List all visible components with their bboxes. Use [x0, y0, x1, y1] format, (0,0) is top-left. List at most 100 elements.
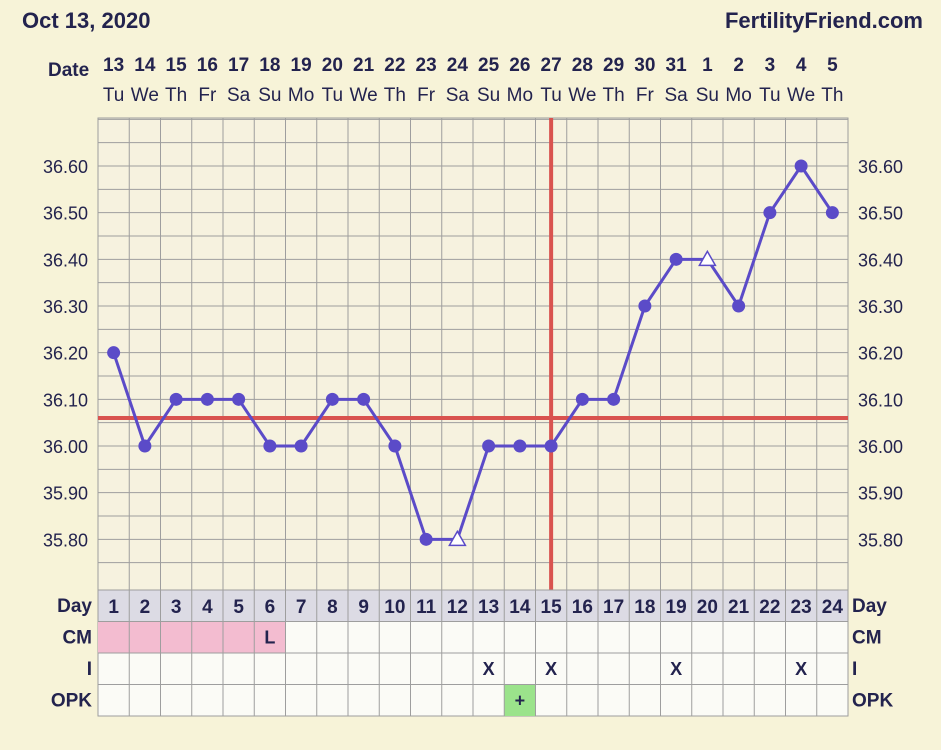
- weekday-label: Mo: [507, 85, 533, 106]
- date-label: 22: [384, 55, 405, 76]
- y-tick-label-right: 36.00: [858, 437, 903, 457]
- opk-result: +: [515, 691, 526, 711]
- date-label: 19: [291, 55, 312, 76]
- cm-entry: L: [264, 628, 275, 648]
- weekday-label: Th: [165, 85, 187, 106]
- weekday-label: Fr: [417, 85, 436, 106]
- menses-cell: [98, 621, 130, 653]
- weekday-label: Su: [477, 85, 500, 106]
- intercourse-mark: X: [795, 659, 807, 679]
- date-label: 20: [322, 55, 343, 76]
- date-label: 14: [134, 55, 156, 76]
- cm-row-label-right: CM: [852, 628, 882, 649]
- weekday-label: Sa: [227, 85, 251, 106]
- temperature-point: [513, 439, 527, 453]
- intercourse-mark: X: [483, 659, 495, 679]
- temperature-point: [544, 439, 558, 453]
- date-label: 16: [197, 55, 218, 76]
- cycle-day-number: 1: [108, 597, 119, 618]
- temperature-point: [482, 439, 496, 453]
- cm-row-label-left: CM: [62, 628, 92, 649]
- cycle-day-number: 16: [572, 597, 593, 618]
- date-label: 13: [103, 55, 124, 76]
- date-row-label: Date: [48, 60, 90, 81]
- weekday-label: Mo: [725, 85, 751, 106]
- date-label: 21: [353, 55, 375, 76]
- temperature-point: [732, 299, 746, 313]
- temperature-point: [200, 392, 214, 406]
- date-label: 29: [603, 55, 624, 76]
- temperature-point: [138, 439, 152, 453]
- cycle-day-number: 19: [666, 597, 687, 618]
- weekday-label: Tu: [759, 85, 780, 106]
- weekday-label: Th: [821, 85, 843, 106]
- temperature-point: [388, 439, 402, 453]
- y-tick-label-left: 36.60: [43, 157, 88, 177]
- cycle-day-number: 24: [822, 597, 844, 618]
- date-label: 1: [702, 55, 713, 76]
- weekday-label: Sa: [665, 85, 689, 106]
- y-tick-label-left: 36.20: [43, 344, 88, 364]
- cycle-day-number: 23: [791, 597, 812, 618]
- menses-cell: [129, 621, 161, 653]
- date-label: 5: [827, 55, 838, 76]
- i-row-label-left: I: [87, 659, 92, 680]
- weekday-label: Fr: [198, 85, 217, 106]
- y-tick-label-left: 36.40: [43, 250, 88, 270]
- y-tick-label-right: 35.80: [858, 530, 903, 550]
- temperature-point: [607, 392, 621, 406]
- weekday-label: Sa: [446, 85, 470, 106]
- temperature-point: [232, 392, 246, 406]
- chart-date: Oct 13, 2020: [22, 8, 151, 33]
- menses-cell: [254, 621, 286, 653]
- cycle-day-number: 13: [478, 597, 499, 618]
- date-label: 17: [228, 55, 249, 76]
- date-label: 25: [478, 55, 500, 76]
- menses-cell: [191, 621, 223, 653]
- weekday-label: We: [131, 85, 159, 106]
- opk-positive-cell: [504, 684, 536, 716]
- cycle-day-number: 11: [416, 597, 437, 618]
- cycle-day-number: 21: [728, 597, 750, 618]
- cycle-day-number: 9: [358, 597, 369, 618]
- y-tick-label-right: 36.50: [858, 204, 903, 224]
- temperature-point-open: [698, 249, 717, 267]
- weekday-label: Su: [258, 85, 281, 106]
- menses-cell: [223, 621, 255, 653]
- date-label: 28: [572, 55, 593, 76]
- temperature-point: [357, 392, 371, 406]
- weekday-label: Tu: [322, 85, 343, 106]
- date-label: 27: [541, 55, 562, 76]
- weekday-label: Tu: [103, 85, 124, 106]
- cycle-day-number: 10: [384, 597, 405, 618]
- weekday-label: Mo: [288, 85, 314, 106]
- weekday-label: Th: [603, 85, 625, 106]
- cycle-day-number: 12: [447, 597, 468, 618]
- y-tick-label-right: 36.60: [858, 157, 903, 177]
- temperature-point: [763, 206, 777, 220]
- y-tick-label-left: 36.30: [43, 297, 88, 317]
- cycle-day-number: 18: [634, 597, 655, 618]
- cycle-day-number: 2: [140, 597, 151, 618]
- weekday-label: Su: [696, 85, 719, 106]
- cycle-day-number: 22: [759, 597, 780, 618]
- y-tick-label-left: 35.90: [43, 484, 88, 504]
- site-name: FertilityFriend.com: [724, 8, 923, 33]
- temperature-point: [294, 439, 308, 453]
- temperature-point: [419, 532, 433, 546]
- date-label: 18: [259, 55, 280, 76]
- date-label: 4: [796, 55, 807, 76]
- date-label: 23: [416, 55, 437, 76]
- temperature-point: [638, 299, 652, 313]
- date-label: 26: [509, 55, 530, 76]
- cycle-day-number: 3: [171, 597, 182, 618]
- temperature-point: [325, 392, 339, 406]
- opk-row-label-left: OPK: [51, 691, 92, 712]
- date-label: 30: [634, 55, 655, 76]
- weekday-label: We: [568, 85, 596, 106]
- weekday-label: We: [350, 85, 378, 106]
- y-tick-label-left: 35.80: [43, 530, 88, 550]
- temperature-point-open: [448, 529, 467, 547]
- y-tick-label-left: 36.10: [43, 390, 88, 410]
- y-tick-label-right: 36.40: [858, 250, 903, 270]
